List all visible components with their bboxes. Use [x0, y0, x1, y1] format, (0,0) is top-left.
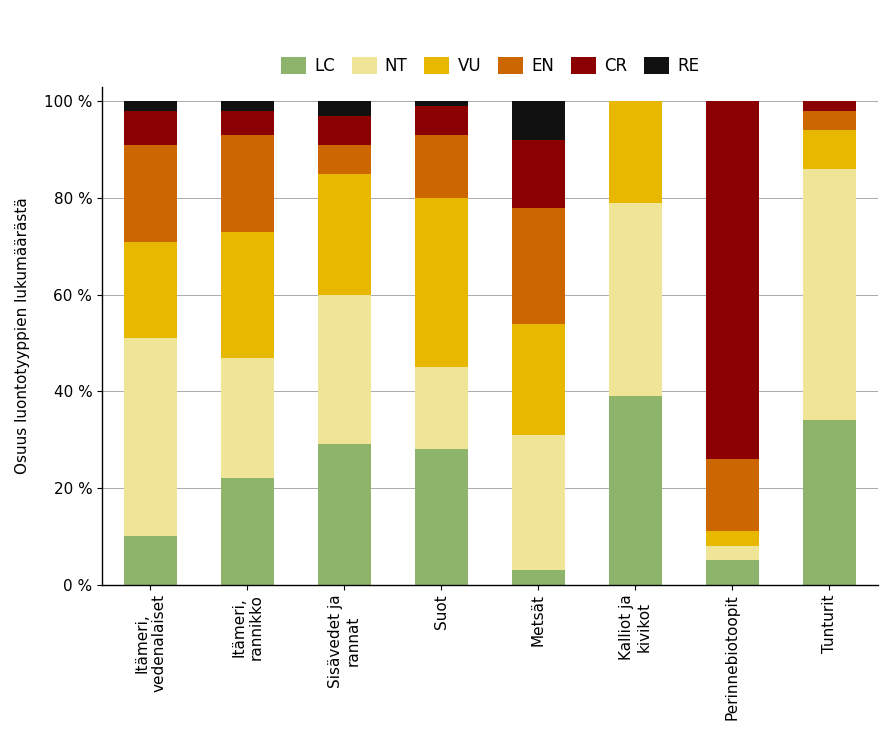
Bar: [512, 570, 565, 584]
Bar: [318, 295, 371, 445]
Bar: [124, 145, 177, 242]
Bar: [221, 135, 274, 232]
Bar: [415, 135, 468, 198]
Bar: [512, 435, 565, 570]
Bar: [318, 116, 371, 145]
Bar: [803, 111, 856, 131]
Bar: [124, 111, 177, 145]
Bar: [221, 111, 274, 135]
Bar: [318, 174, 371, 295]
Bar: [512, 208, 565, 323]
Bar: [318, 101, 371, 116]
Bar: [705, 101, 759, 459]
Bar: [221, 101, 274, 111]
Bar: [609, 203, 663, 396]
Bar: [512, 140, 565, 208]
Y-axis label: Osuus luontotyyppien lukumäärästä: Osuus luontotyyppien lukumäärästä: [15, 198, 30, 474]
Bar: [221, 232, 274, 357]
Bar: [803, 420, 856, 584]
Bar: [415, 449, 468, 584]
Bar: [221, 478, 274, 584]
Bar: [803, 169, 856, 420]
Bar: [318, 145, 371, 174]
Bar: [705, 546, 759, 560]
Bar: [124, 242, 177, 338]
Bar: [124, 101, 177, 111]
Bar: [512, 323, 565, 435]
Bar: [124, 338, 177, 537]
Bar: [124, 537, 177, 584]
Legend: LC, NT, VU, EN, CR, RE: LC, NT, VU, EN, CR, RE: [274, 51, 705, 82]
Bar: [705, 531, 759, 546]
Bar: [705, 560, 759, 584]
Bar: [415, 101, 468, 107]
Bar: [415, 368, 468, 449]
Bar: [512, 101, 565, 140]
Bar: [609, 101, 663, 203]
Bar: [221, 357, 274, 478]
Bar: [415, 198, 468, 368]
Bar: [318, 445, 371, 584]
Bar: [415, 107, 468, 135]
Bar: [803, 131, 856, 169]
Bar: [705, 459, 759, 531]
Bar: [803, 101, 856, 111]
Bar: [609, 396, 663, 584]
